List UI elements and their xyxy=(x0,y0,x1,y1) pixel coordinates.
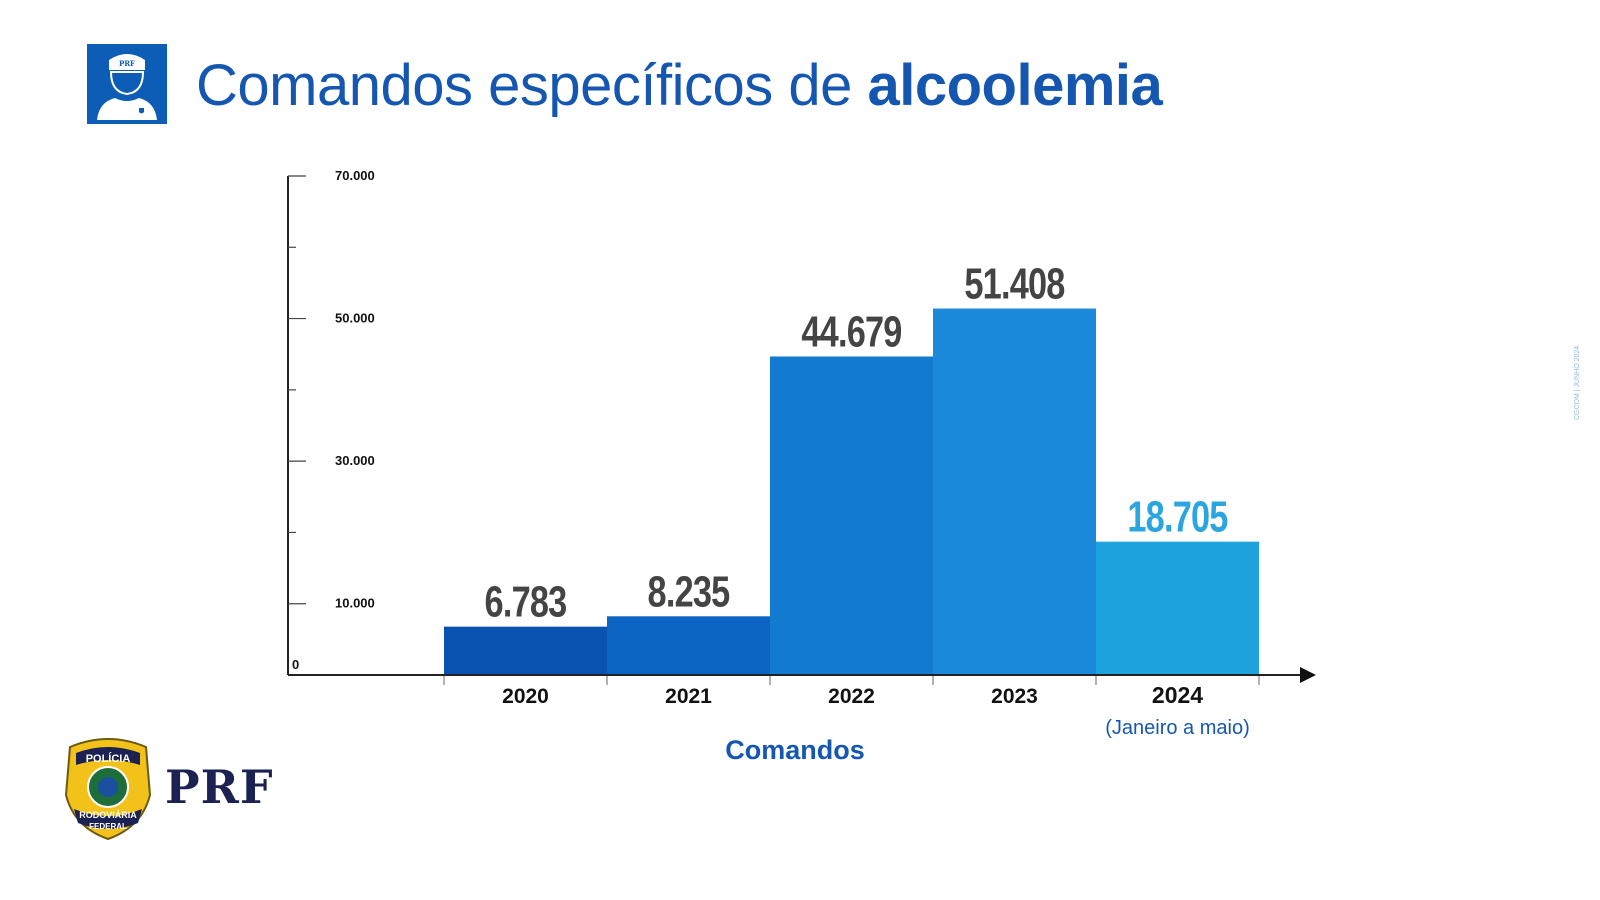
prf-wordmark: PRF xyxy=(165,760,274,814)
y-tick-label: 50.000 xyxy=(335,311,375,326)
x-tick-label-2024: 2024 xyxy=(1152,682,1203,708)
x-tick-label-2021: 2021 xyxy=(665,685,712,708)
data-label-2022: 44.679 xyxy=(801,307,901,356)
y-tick-label: 0 xyxy=(292,657,299,672)
badge-text: POLÍCIA xyxy=(86,752,131,765)
title-bold: alcoolemia xyxy=(867,53,1163,118)
icon-text: PRF xyxy=(119,59,135,68)
bar-2021 xyxy=(607,616,770,675)
y-tick-label: 10.000 xyxy=(335,596,375,611)
data-label-2021: 8.235 xyxy=(648,567,730,616)
bar-2020 xyxy=(444,626,607,675)
badge-text: FEDERAL xyxy=(89,822,127,831)
data-label-2023: 51.408 xyxy=(964,260,1064,309)
bar-2024 xyxy=(1096,541,1259,675)
data-label-2024: 18.705 xyxy=(1127,493,1227,542)
y-tick-label: 70.000 xyxy=(335,168,375,183)
watermark: CGCOM | JUNHO 2024 xyxy=(1574,345,1581,420)
prf-badge-logo: POLÍCIA RODOVIÁRIA FEDERAL xyxy=(64,738,152,841)
y-tick-label: 30.000 xyxy=(335,453,375,468)
x-tick-label-2023: 2023 xyxy=(991,685,1038,708)
x-axis-arrow-icon xyxy=(1300,667,1316,683)
data-label-2020: 6.783 xyxy=(485,578,567,627)
x-tick-label-2020: 2020 xyxy=(502,685,549,708)
prf-officer-icon: PRF xyxy=(87,44,167,124)
badge-text: RODOVIÁRIA xyxy=(79,810,137,820)
bar-2023 xyxy=(933,308,1096,675)
bar-2022 xyxy=(770,356,933,675)
x-tick-label-2022: 2022 xyxy=(828,685,875,708)
x-axis-label: Comandos xyxy=(725,735,865,765)
title-regular: Comandos específicos de xyxy=(196,53,868,118)
x-category-note: (Janeiro a maio) xyxy=(1105,717,1250,739)
page-title: Comandos específicos de alcoolemia xyxy=(196,52,1163,119)
